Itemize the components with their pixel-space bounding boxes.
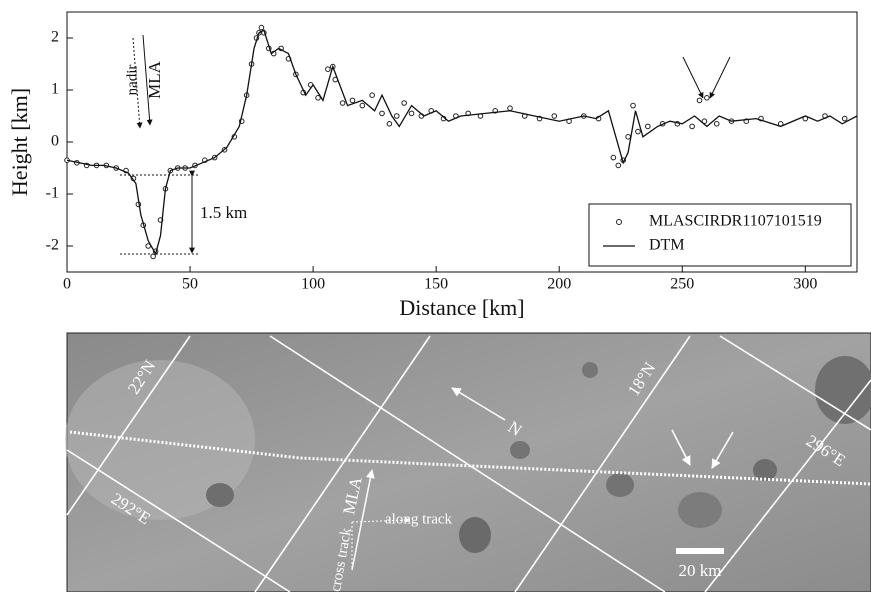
y-tick-label: 2 <box>51 29 59 46</box>
legend-label: DTM <box>649 237 685 254</box>
page: 22°N 18°N 292°E 296°E N MLA along track … <box>0 0 871 592</box>
x-tick-label: 0 <box>63 276 71 293</box>
x-tick-label: 200 <box>547 276 571 293</box>
mla-point <box>409 111 414 116</box>
y-tick-label: -2 <box>46 237 59 254</box>
mla-point <box>387 122 392 127</box>
y-tick-label: 1 <box>51 81 59 98</box>
mla-point <box>508 106 513 111</box>
figure: 22°N 18°N 292°E 296°E N MLA along track … <box>0 0 871 592</box>
mla-point <box>350 98 355 103</box>
annotation: 1.5 km <box>200 203 247 222</box>
x-tick-label: 300 <box>793 276 817 293</box>
mla-point <box>370 93 375 98</box>
mla-point <box>646 124 651 129</box>
legend-marker <box>617 220 622 225</box>
mla-point <box>636 129 641 134</box>
mla-point <box>616 163 621 168</box>
y-axis-label: Height [km] <box>7 88 32 196</box>
mla-point <box>714 122 719 127</box>
mla-point <box>611 155 616 160</box>
x-tick-label: 100 <box>301 276 325 293</box>
mla-point <box>326 67 331 72</box>
mla-point <box>697 98 702 103</box>
x-axis-label: Distance [km] <box>399 295 524 320</box>
mla-point <box>842 116 847 121</box>
along-label: along track <box>385 511 453 527</box>
mla-point <box>705 96 710 101</box>
mla-point <box>626 135 631 140</box>
mla-point <box>360 103 365 108</box>
annotation: nadir <box>124 65 140 96</box>
mla-point <box>380 111 385 116</box>
mla-point <box>394 114 399 119</box>
scale-label: 20 km <box>679 561 722 580</box>
mla-point <box>151 254 156 259</box>
mla-point <box>690 124 695 129</box>
mla-point <box>631 103 636 108</box>
mla-point <box>402 101 407 106</box>
image-panel: 22°N 18°N 292°E 296°E N MLA along track … <box>65 333 871 592</box>
mla-point <box>259 25 264 30</box>
x-tick-label: 150 <box>424 276 448 293</box>
y-tick-label: -1 <box>46 185 59 202</box>
annotation: MLA <box>145 60 164 99</box>
mla-point <box>340 101 345 106</box>
x-tick-label: 250 <box>670 276 694 293</box>
y-tick-label: 0 <box>51 133 59 150</box>
legend-label: MLASCIRDR1107101519 <box>649 213 822 230</box>
x-tick-label: 50 <box>182 276 198 293</box>
mla-point <box>552 114 557 119</box>
